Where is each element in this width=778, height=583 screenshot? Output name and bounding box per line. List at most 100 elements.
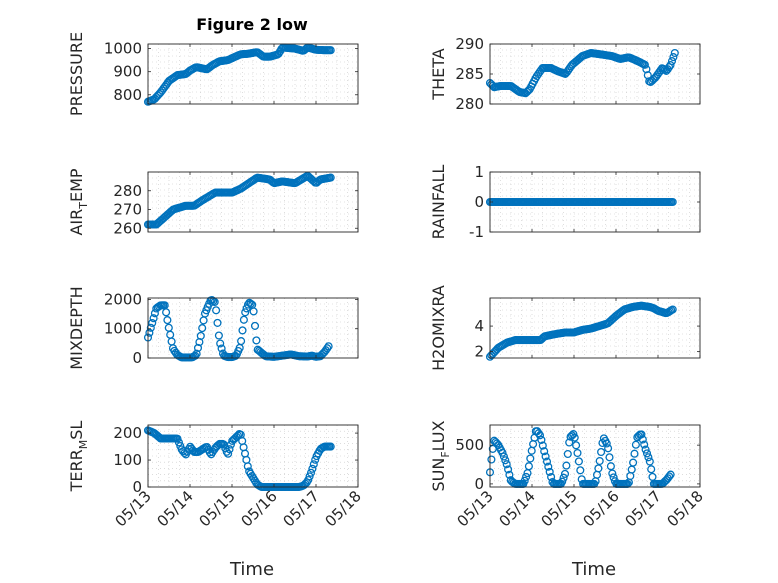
y-tick-label: -1 [469,223,484,241]
data-point [305,472,314,481]
data-point [606,462,615,471]
data-point [326,173,335,182]
data-point [602,439,611,448]
data-point [669,53,678,62]
y-tick-label: 900 [113,63,142,81]
data-point [311,455,320,464]
y-axis-label: THETA [429,48,448,100]
data-point [308,464,317,473]
data-point [210,297,219,307]
subplot-mixdepth: 0 1000 2000 MIXDEPTH [67,286,359,370]
data-point [324,342,333,351]
data-point [224,449,233,458]
y-tick-label: 290 [455,35,484,53]
data-point [558,477,567,486]
data-point [640,60,649,69]
data-point [638,435,647,444]
data-point [520,476,529,485]
y-tick-label: 100 [113,451,142,469]
data-point [501,456,510,465]
data-point [191,351,200,360]
data-point [306,468,316,477]
data-point [304,475,313,485]
x-tick-label: 05/18 [322,487,365,530]
x-axis-label-left: Time [229,559,274,580]
data-point [502,460,511,469]
y-tick-label: 1000 [104,320,142,338]
data-point [241,308,250,317]
y-tick-label: 0 [474,475,484,493]
data-point [487,455,496,464]
data-point [309,460,318,469]
data-point [670,48,679,58]
axes-frame [147,171,359,233]
axes-frame [147,424,359,488]
y-axis-label: SUNFLUX [429,420,452,491]
data-point [574,457,583,466]
data-point [146,323,155,332]
y-axis-label: PRESSURE [67,32,86,116]
x-axis-label-right: Time [571,559,616,580]
axes-frame [147,43,359,105]
y-tick-label: 1000 [104,40,142,58]
data-point [498,448,507,457]
subplot-h2omixra: 2 4 H2OMIXRA [429,285,701,371]
x-tick-label: 05/17 [622,487,665,530]
y-axis-label: RAINFALL [429,165,448,240]
y-tick-label: 0 [474,193,484,211]
data-point [629,458,638,467]
data-series [485,197,677,207]
data-point [604,444,613,453]
data-point [173,434,182,443]
data-point [214,331,223,340]
y-tick-label: 2000 [104,290,142,308]
data-point [252,336,261,345]
y-tick-label: 260 [113,219,142,237]
data-point [541,452,550,461]
data-point [569,430,578,439]
data-point [609,473,618,482]
figure-title: Figure 2 low [196,15,308,34]
data-point [162,308,171,317]
y-tick-label: 0 [132,349,142,367]
data-point [174,438,183,447]
axes-frame [489,297,701,359]
data-point [667,57,677,66]
data-point [196,331,205,340]
y-tick-label: 270 [113,201,142,219]
data-point [642,449,652,458]
data-point [504,465,513,474]
data-point [246,299,255,308]
x-tick-label: 05/15 [538,487,581,530]
data-point [217,344,226,353]
data-point [637,430,646,439]
data-point [535,431,545,440]
x-tick-label: 05/14 [496,487,539,530]
axes-frame [489,43,701,105]
y-tick-label: 280 [455,95,484,113]
data-point [238,326,247,335]
data-series [485,48,679,98]
data-point [213,318,222,327]
data-point [243,462,252,471]
x-tick-label: 05/17 [280,487,323,530]
x-tick-label: 05/15 [196,487,239,530]
axes-frame [489,424,701,488]
x-tick-label: 05/18 [664,487,707,530]
data-point [576,466,585,475]
data-point [545,467,554,476]
data-point [544,462,553,471]
data-point [573,448,582,458]
data-point [547,472,556,482]
y-tick-label: 280 [113,182,142,200]
y-tick-label: 200 [113,424,142,442]
data-point [668,197,677,207]
data-point [594,464,603,473]
data-point [540,447,549,456]
data-point [250,321,260,330]
y-axis-label: MIXDEPTH [67,286,86,369]
data-point [597,447,606,457]
data-point [198,324,207,333]
x-tick-label: 05/16 [238,487,281,530]
